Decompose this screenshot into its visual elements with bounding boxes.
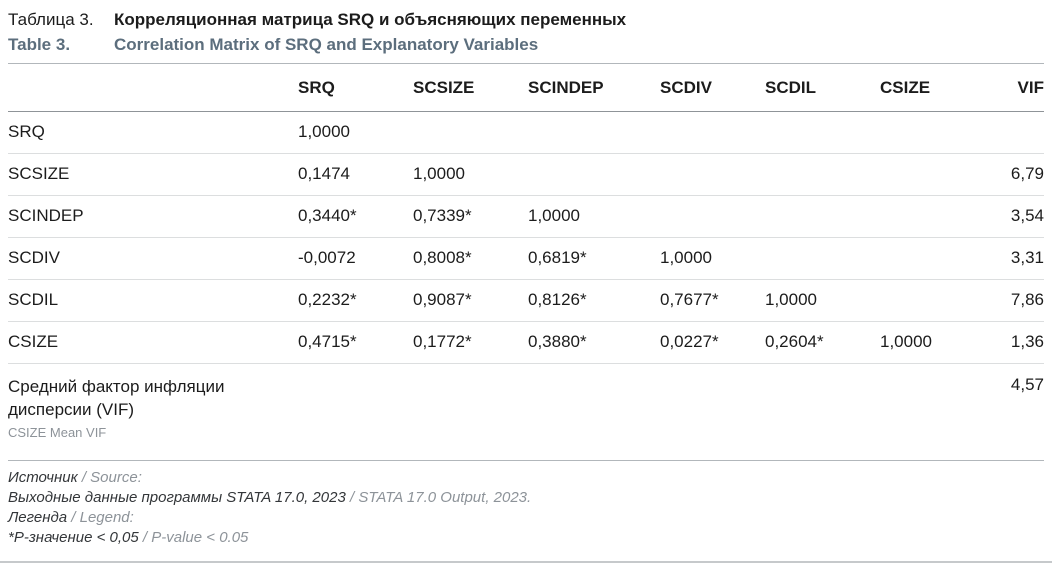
value-cell: 0,0227*: [660, 321, 765, 364]
header-scdil: SCDIL: [765, 64, 880, 112]
mean-vif-row: Средний фактор инфляции дисперсии (VIF) …: [8, 364, 1044, 452]
title-divider: [8, 63, 1044, 64]
vif-cell: 3,31: [1003, 237, 1044, 280]
value-cell: 0,6819*: [528, 237, 660, 280]
row-label: CSIZE: [8, 321, 298, 364]
footnote-ru: *P-значение < 0,05: [8, 529, 139, 546]
caption-en: Table 3. Correlation Matrix of SRQ and Ex…: [8, 32, 1044, 57]
row-label: SCDIL: [8, 279, 298, 322]
table-row: SRQ 1,0000: [8, 111, 1044, 154]
header-empty: [8, 64, 298, 112]
table-row: SCSIZE 0,1474 1,0000 6,79: [8, 153, 1044, 196]
footnote-source-label: Источник / Source:: [8, 468, 1044, 488]
table-row: SCDIL 0,2232* 0,9087* 0,8126* 0,7677* 1,…: [8, 279, 1044, 322]
correlation-table: SRQ SCSIZE SCINDEP SCDIV SCDIL CSIZE VIF…: [8, 64, 1044, 451]
caption-ru-prefix: Таблица 3.: [8, 10, 94, 29]
value-cell: [880, 237, 1003, 280]
header-vif: VIF: [1003, 64, 1044, 112]
value-cell: [413, 111, 528, 154]
mean-vif-label-en: CSIZE Mean VIF: [8, 425, 107, 440]
value-cell: 0,9087*: [413, 279, 528, 322]
footnote-en: / Legend:: [67, 509, 134, 526]
footnote-en: / P-value < 0.05: [138, 529, 249, 546]
vif-cell: [1003, 111, 1044, 154]
row-label: SCDIV: [8, 237, 298, 280]
value-cell: [528, 153, 660, 196]
table-row: SCINDEP 0,3440* 0,7339* 1,0000 3,54: [8, 195, 1044, 238]
value-cell: -0,0072: [298, 237, 413, 280]
value-cell: [660, 195, 765, 238]
value-cell: [880, 153, 1003, 196]
value-cell: 0,8008*: [413, 237, 528, 280]
vif-cell: 1,36: [1003, 321, 1044, 364]
value-cell: 0,8126*: [528, 279, 660, 322]
table-caption: Таблица 3. Корреляционная матрица SRQ и о…: [8, 7, 1044, 57]
mean-vif-label: Средний фактор инфляции дисперсии (VIF) …: [8, 364, 298, 452]
value-cell: 0,1772*: [413, 321, 528, 364]
footnote-ru: Выходные данные программы STATA 17.0, 20…: [8, 489, 346, 506]
footnote-source-text: Выходные данные программы STATA 17.0, 20…: [8, 488, 1044, 508]
value-cell: 1,0000: [528, 195, 660, 238]
value-cell: [880, 279, 1003, 322]
footnote-ru: Источник: [8, 469, 78, 486]
header-srq: SRQ: [298, 64, 413, 112]
table-row: SCDIV -0,0072 0,8008* 0,6819* 1,0000 3,3…: [8, 237, 1044, 280]
value-cell: [660, 111, 765, 154]
value-cell: [660, 153, 765, 196]
mean-vif-value: 4,57: [1010, 375, 1044, 394]
header-scdiv: SCDIV: [660, 64, 765, 112]
footnote-pvalue: *P-значение < 0,05 / P-value < 0.05: [8, 528, 1044, 548]
value-cell: 0,2604*: [765, 321, 880, 364]
value-cell: 0,4715*: [298, 321, 413, 364]
header-row: SRQ SCSIZE SCINDEP SCDIV SCDIL CSIZE VIF: [8, 64, 1044, 112]
value-cell: [765, 111, 880, 154]
value-cell: 1,0000: [660, 237, 765, 280]
mean-vif-label-ru: Средний фактор инфляции дисперсии (VIF): [8, 377, 225, 419]
row-label: SCINDEP: [8, 195, 298, 238]
header-scindep: SCINDEP: [528, 64, 660, 112]
value-cell: 1,0000: [298, 111, 413, 154]
value-cell: [880, 111, 1003, 154]
value-cell: 0,3440*: [298, 195, 413, 238]
value-cell: 0,2232*: [298, 279, 413, 322]
value-cell: 1,0000: [880, 321, 1003, 364]
footnote-en: / Source:: [77, 469, 142, 486]
vif-cell: 7,86: [1003, 279, 1044, 322]
vif-cell: 3,54: [1003, 195, 1044, 238]
value-cell: [765, 237, 880, 280]
value-cell: [528, 111, 660, 154]
value-cell: 1,0000: [765, 279, 880, 322]
page-bottom-divider: [0, 561, 1052, 563]
value-cell: 0,7677*: [660, 279, 765, 322]
footnote-en: / STATA 17.0 Output, 2023.: [345, 489, 532, 506]
header-csize: CSIZE: [880, 64, 1003, 112]
footnote-ru: Легенда: [8, 509, 68, 526]
value-cell: 0,3880*: [528, 321, 660, 364]
value-cell: [880, 195, 1003, 238]
header-scsize: SCSIZE: [413, 64, 528, 112]
value-cell: [765, 195, 880, 238]
value-cell: 0,7339*: [413, 195, 528, 238]
caption-en-prefix: Table 3.: [8, 35, 71, 54]
table-footnotes: Источник / Source: Выходные данные прогр…: [8, 460, 1044, 548]
value-cell: [765, 153, 880, 196]
footnote-legend-label: Легенда / Legend:: [8, 508, 1044, 528]
caption-ru-title: Корреляционная матрица SRQ и объясняющих…: [114, 10, 627, 29]
table-row: CSIZE 0,4715* 0,1772* 0,3880* 0,0227* 0,…: [8, 321, 1044, 364]
row-label: SRQ: [8, 111, 298, 154]
caption-en-title: Correlation Matrix of SRQ and Explanator…: [114, 35, 539, 54]
vif-cell: 6,79: [1003, 153, 1044, 196]
empty-cell: [298, 364, 1003, 452]
row-label: SCSIZE: [8, 153, 298, 196]
caption-ru: Таблица 3. Корреляционная матрица SRQ и о…: [8, 7, 1044, 32]
value-cell: 1,0000: [413, 153, 528, 196]
value-cell: 0,1474: [298, 153, 413, 196]
